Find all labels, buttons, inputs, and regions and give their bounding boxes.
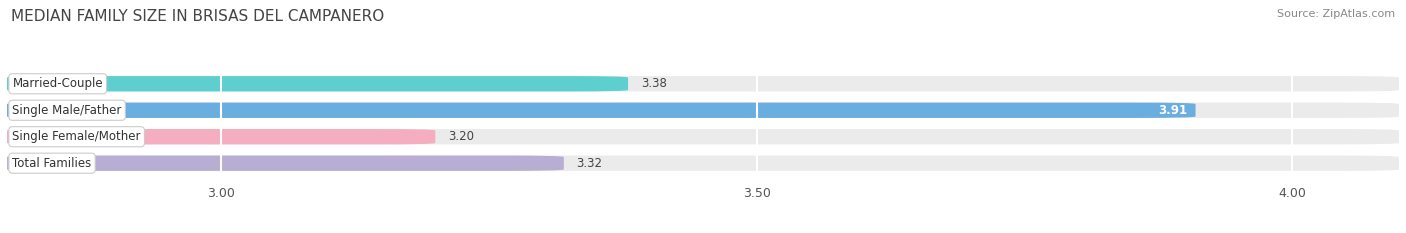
- FancyBboxPatch shape: [7, 76, 628, 92]
- Text: Source: ZipAtlas.com: Source: ZipAtlas.com: [1277, 9, 1395, 19]
- FancyBboxPatch shape: [7, 76, 1399, 92]
- Text: MEDIAN FAMILY SIZE IN BRISAS DEL CAMPANERO: MEDIAN FAMILY SIZE IN BRISAS DEL CAMPANE…: [11, 9, 384, 24]
- FancyBboxPatch shape: [7, 156, 564, 171]
- FancyBboxPatch shape: [7, 129, 1399, 144]
- Text: 3.38: 3.38: [641, 77, 666, 90]
- FancyBboxPatch shape: [7, 156, 1399, 171]
- FancyBboxPatch shape: [7, 129, 436, 144]
- FancyBboxPatch shape: [7, 103, 1195, 118]
- Text: 3.20: 3.20: [449, 130, 474, 143]
- Text: Single Female/Mother: Single Female/Mother: [13, 130, 141, 143]
- Text: 3.32: 3.32: [576, 157, 603, 170]
- Text: Single Male/Father: Single Male/Father: [13, 104, 122, 117]
- Text: Married-Couple: Married-Couple: [13, 77, 103, 90]
- FancyBboxPatch shape: [7, 103, 1399, 118]
- Text: 3.91: 3.91: [1159, 104, 1187, 117]
- Text: Total Families: Total Families: [13, 157, 91, 170]
